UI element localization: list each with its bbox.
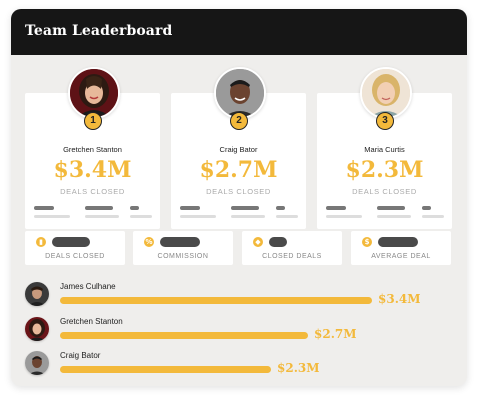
placeholder-bar — [276, 206, 285, 210]
leader-name: Maria Curtis — [364, 145, 405, 154]
avatar — [25, 317, 49, 341]
placeholder-bar — [180, 215, 216, 218]
page-title: Team Leaderboard — [25, 23, 173, 39]
ranking-row[interactable]: Craig Bator $2.3M — [25, 351, 445, 381]
placeholder-bar — [34, 215, 70, 218]
ranking-value: $2.7M — [314, 327, 357, 341]
placeholder-bar — [276, 215, 298, 218]
ranking-name: Craig Bator — [60, 351, 101, 360]
ranking-bar — [60, 366, 271, 373]
ranking-row[interactable]: Gretchen Stanton $2.7M — [25, 317, 445, 347]
leader-name: Gretchen Stanton — [63, 145, 122, 154]
ranking-row[interactable]: James Culhane $3.4M — [25, 282, 445, 312]
avatar — [25, 282, 49, 306]
stat-value-placeholder — [160, 237, 200, 247]
placeholder-bar — [326, 215, 362, 218]
placeholder-bar — [180, 206, 200, 210]
stat-value-placeholder — [269, 237, 287, 247]
ranking-name: James Culhane — [60, 282, 116, 291]
leader-name: Craig Bator — [219, 145, 258, 154]
person-icon — [362, 69, 410, 117]
rank-badge: 3 — [376, 112, 394, 130]
person-icon — [70, 69, 118, 117]
placeholder-bar — [422, 215, 444, 218]
leader-subtitle: DEALS CLOSED — [206, 187, 271, 196]
dollar-icon: $ — [362, 237, 372, 247]
stat-deals-closed[interactable]: ▮ DEALS CLOSED — [25, 231, 125, 265]
leader-subtitle: DEALS CLOSED — [352, 187, 417, 196]
leader-amount: $3.4M — [53, 157, 132, 183]
placeholder-bar — [130, 215, 152, 218]
stat-label: COMMISSION — [157, 253, 209, 260]
stat-label: AVERAGE DEAL — [371, 253, 431, 260]
avatar — [360, 67, 412, 119]
leaderboard-card: Team Leaderboard Gretchen Stanton $3.4M … — [11, 9, 467, 386]
avatar — [25, 351, 49, 375]
ranking-value: $2.3M — [277, 361, 320, 375]
stat-value-placeholder — [52, 237, 90, 247]
placeholder-bar — [377, 215, 411, 218]
placeholder-bar — [231, 206, 259, 210]
placeholder-bar — [85, 215, 119, 218]
placeholder-bar — [326, 206, 346, 210]
leader-subtitle: DEALS CLOSED — [60, 187, 125, 196]
placeholder-bar — [34, 206, 54, 210]
placeholder-bar — [130, 206, 139, 210]
stat-closed-deals[interactable]: ◆ CLOSED DEALS — [242, 231, 342, 265]
person-icon — [25, 351, 49, 375]
leader-amount: $2.3M — [345, 157, 424, 183]
leader-amount: $2.7M — [199, 157, 278, 183]
stat-commission[interactable]: % COMMISSION — [133, 231, 233, 265]
stat-value-placeholder — [378, 237, 418, 247]
document-icon: ▮ — [36, 237, 46, 247]
rank-badge: 2 — [230, 112, 248, 130]
ranking-value: $3.4M — [378, 292, 421, 306]
stat-label: CLOSED DEALS — [262, 253, 322, 260]
stat-label: DEALS CLOSED — [45, 253, 105, 260]
placeholder-bar — [377, 206, 405, 210]
avatar — [214, 67, 266, 119]
header-bar: Team Leaderboard — [11, 9, 467, 55]
person-icon — [216, 69, 264, 117]
placeholder-bar — [231, 215, 265, 218]
rank-badge: 1 — [84, 112, 102, 130]
ranking-bar — [60, 332, 308, 339]
ranking-name: Gretchen Stanton — [60, 317, 123, 326]
tag-icon: ◆ — [253, 237, 263, 247]
placeholder-bar — [422, 206, 431, 210]
person-icon — [25, 317, 49, 341]
person-icon — [25, 282, 49, 306]
percent-icon: % — [144, 237, 154, 247]
placeholder-bar — [85, 206, 113, 210]
ranking-bar — [60, 297, 372, 304]
stat-average-deal[interactable]: $ AVERAGE DEAL — [351, 231, 451, 265]
